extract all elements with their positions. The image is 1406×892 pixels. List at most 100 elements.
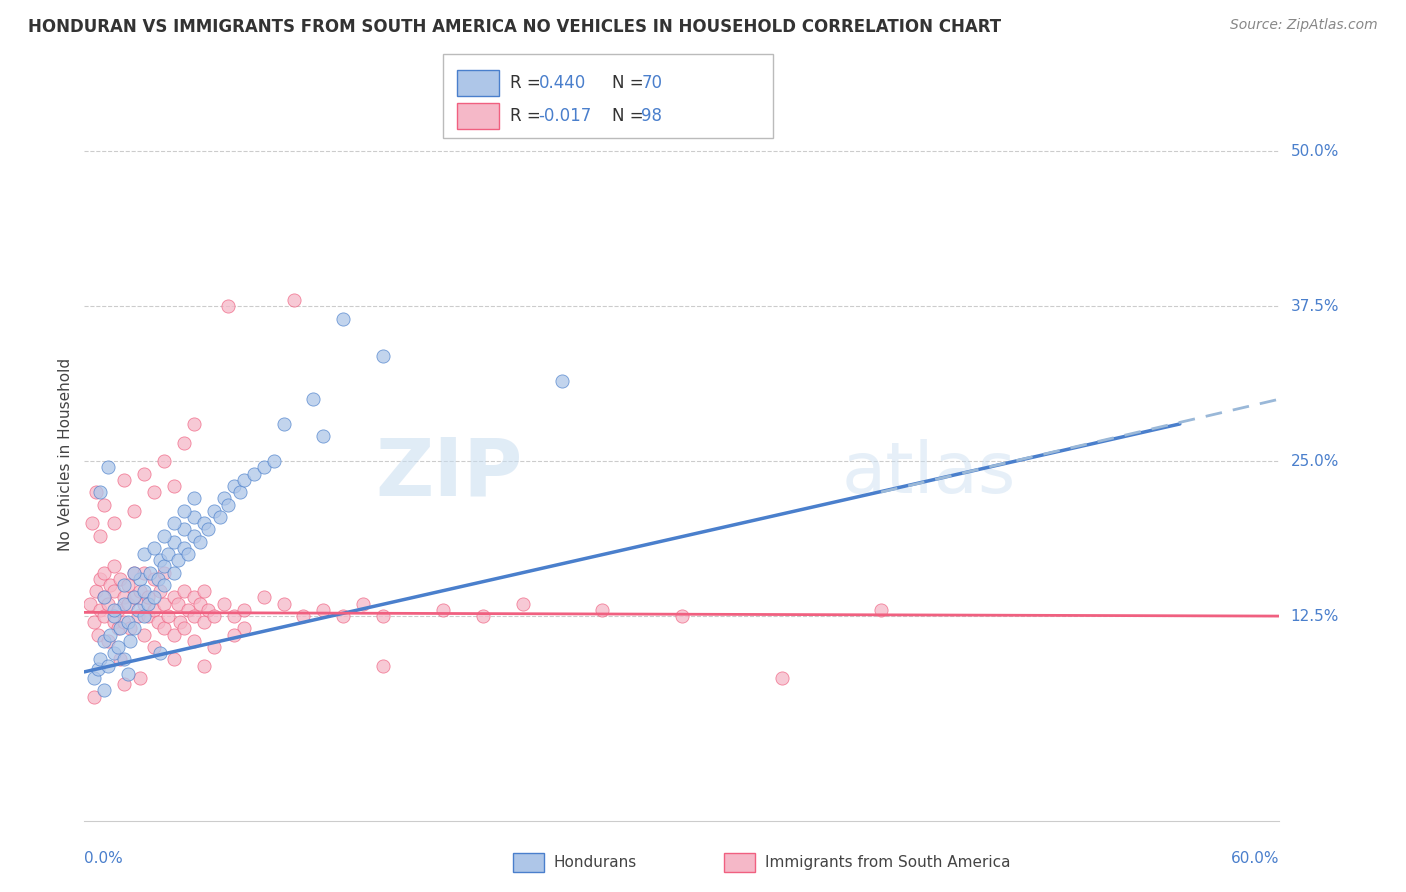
- Point: [132, 547, 156, 561]
- Text: 98: 98: [641, 107, 662, 125]
- Point: [373, 349, 395, 363]
- Point: [332, 609, 354, 624]
- Point: [117, 597, 139, 611]
- Point: [89, 603, 111, 617]
- Point: [202, 504, 225, 518]
- Point: [146, 572, 169, 586]
- Point: [163, 479, 186, 493]
- Point: [212, 491, 235, 506]
- Point: [183, 633, 205, 648]
- Point: [197, 522, 219, 536]
- Point: [97, 633, 120, 648]
- Point: [432, 603, 454, 617]
- Point: [86, 485, 108, 500]
- Point: [112, 677, 135, 691]
- Point: [139, 566, 162, 580]
- Point: [197, 603, 219, 617]
- Point: [103, 584, 125, 599]
- Point: [143, 572, 166, 586]
- Point: [112, 615, 135, 630]
- Point: [117, 615, 139, 630]
- Point: [112, 473, 135, 487]
- Point: [471, 609, 494, 624]
- Point: [103, 603, 125, 617]
- Point: [253, 591, 276, 605]
- Point: [89, 572, 111, 586]
- Point: [120, 633, 142, 648]
- Point: [89, 528, 111, 542]
- Point: [232, 473, 254, 487]
- Point: [183, 491, 205, 506]
- Point: [229, 485, 252, 500]
- Point: [153, 578, 176, 592]
- Point: [127, 603, 149, 617]
- Point: [122, 591, 145, 605]
- Point: [103, 646, 125, 660]
- Point: [232, 603, 254, 617]
- Point: [222, 609, 245, 624]
- Point: [93, 591, 115, 605]
- Point: [146, 615, 169, 630]
- Point: [217, 299, 239, 313]
- Text: 12.5%: 12.5%: [1291, 608, 1339, 624]
- Point: [122, 622, 145, 636]
- Point: [103, 516, 125, 530]
- Point: [110, 652, 132, 666]
- Text: 50.0%: 50.0%: [1291, 144, 1339, 159]
- Point: [263, 454, 285, 468]
- Point: [122, 566, 145, 580]
- Point: [107, 640, 129, 654]
- Point: [143, 541, 166, 555]
- Point: [149, 646, 172, 660]
- Point: [149, 553, 172, 567]
- Text: -0.017: -0.017: [538, 107, 592, 125]
- Text: N =: N =: [612, 74, 648, 92]
- Point: [352, 597, 374, 611]
- Point: [183, 509, 205, 524]
- Point: [193, 584, 215, 599]
- Point: [132, 628, 156, 642]
- Text: ZIP: ZIP: [375, 434, 523, 513]
- Point: [312, 603, 335, 617]
- Point: [202, 609, 225, 624]
- Point: [193, 615, 215, 630]
- Point: [373, 658, 395, 673]
- Point: [173, 504, 195, 518]
- Point: [117, 578, 139, 592]
- Point: [188, 597, 211, 611]
- Point: [98, 578, 121, 592]
- Point: [132, 609, 156, 624]
- Point: [103, 559, 125, 574]
- Point: [163, 516, 186, 530]
- Point: [136, 597, 159, 611]
- Point: [136, 609, 159, 624]
- Point: [217, 498, 239, 512]
- Point: [163, 628, 186, 642]
- Point: [183, 528, 205, 542]
- Text: Immigrants from South America: Immigrants from South America: [765, 855, 1011, 870]
- Point: [242, 467, 264, 481]
- Point: [89, 485, 111, 500]
- Text: R =: R =: [510, 107, 547, 125]
- Point: [82, 516, 104, 530]
- Point: [292, 609, 315, 624]
- Point: [193, 658, 215, 673]
- Point: [112, 652, 135, 666]
- Point: [110, 572, 132, 586]
- Point: [671, 609, 693, 624]
- Text: HONDURAN VS IMMIGRANTS FROM SOUTH AMERICA NO VEHICLES IN HOUSEHOLD CORRELATION C: HONDURAN VS IMMIGRANTS FROM SOUTH AMERIC…: [28, 18, 1001, 36]
- Point: [112, 597, 135, 611]
- Point: [183, 591, 205, 605]
- Point: [149, 584, 172, 599]
- Point: [93, 633, 115, 648]
- Text: 0.440: 0.440: [538, 74, 586, 92]
- Point: [173, 622, 195, 636]
- Point: [167, 597, 190, 611]
- Point: [312, 429, 335, 443]
- Point: [153, 454, 176, 468]
- Point: [512, 597, 534, 611]
- Point: [136, 591, 159, 605]
- Point: [93, 591, 115, 605]
- Point: [83, 671, 105, 685]
- Point: [183, 609, 205, 624]
